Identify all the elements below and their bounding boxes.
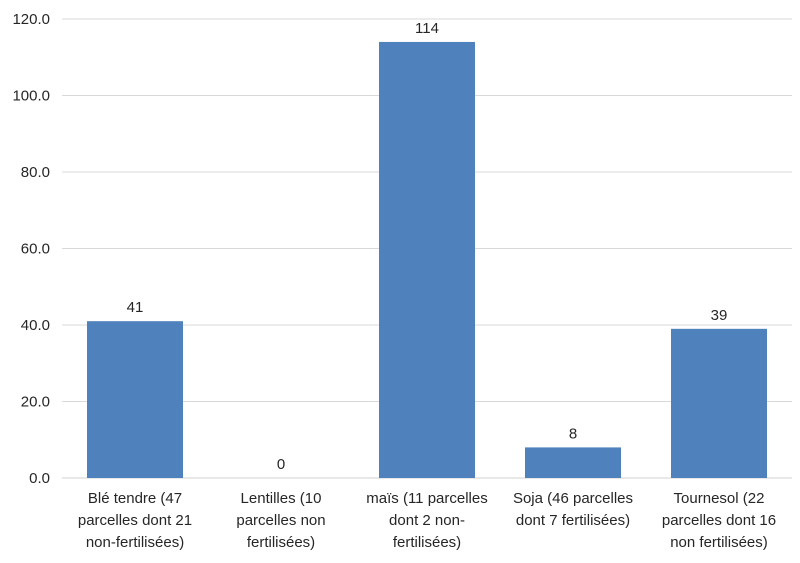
bar <box>379 41 475 478</box>
x-tick-label: non fertilisées) <box>670 534 768 551</box>
bars <box>87 41 767 478</box>
data-label: 39 <box>711 307 728 324</box>
bar <box>671 328 767 478</box>
y-tick-label: 40.0 <box>21 317 50 334</box>
x-tick-label: dont 2 non- <box>389 512 465 529</box>
y-tick-label: 20.0 <box>21 394 50 411</box>
x-tick-label: maïs (11 parcelles <box>366 490 487 507</box>
x-tick-label: Tournesol (22 <box>674 490 765 507</box>
x-tick-label: parcelles non <box>236 512 325 529</box>
x-tick-label: parcelles dont 16 <box>662 512 776 529</box>
x-tick-label: fertilisées) <box>393 534 461 551</box>
x-tick-label: Soja (46 parcelles <box>513 490 633 507</box>
data-label: 114 <box>415 20 439 37</box>
bar <box>87 321 183 478</box>
data-labels: 41 0 114 8 39 <box>127 20 728 473</box>
y-tick-label: 0.0 <box>29 470 50 487</box>
x-tick-label: non-fertilisées) <box>86 534 184 551</box>
y-tick-label: 100.0 <box>12 88 50 105</box>
y-axis-ticks: 0.0 20.0 40.0 60.0 80.0 100.0 120.0 <box>12 11 50 487</box>
data-label: 41 <box>127 299 144 316</box>
x-axis-labels: Blé tendre (47 parcelles dont 21 non-ferti… <box>78 490 776 551</box>
y-tick-label: 80.0 <box>21 164 50 181</box>
data-label: 0 <box>277 456 285 473</box>
bar <box>525 447 621 478</box>
x-tick-label: dont 7 fertilisées) <box>516 512 630 529</box>
x-tick-label: Blé tendre (47 <box>88 490 182 507</box>
data-label: 8 <box>569 425 577 442</box>
y-tick-label: 120.0 <box>12 11 50 28</box>
x-tick-label: fertilisées) <box>247 534 315 551</box>
x-tick-label: Lentilles (10 <box>241 490 322 507</box>
y-tick-label: 60.0 <box>21 241 50 258</box>
x-tick-label: parcelles dont 21 <box>78 512 192 529</box>
